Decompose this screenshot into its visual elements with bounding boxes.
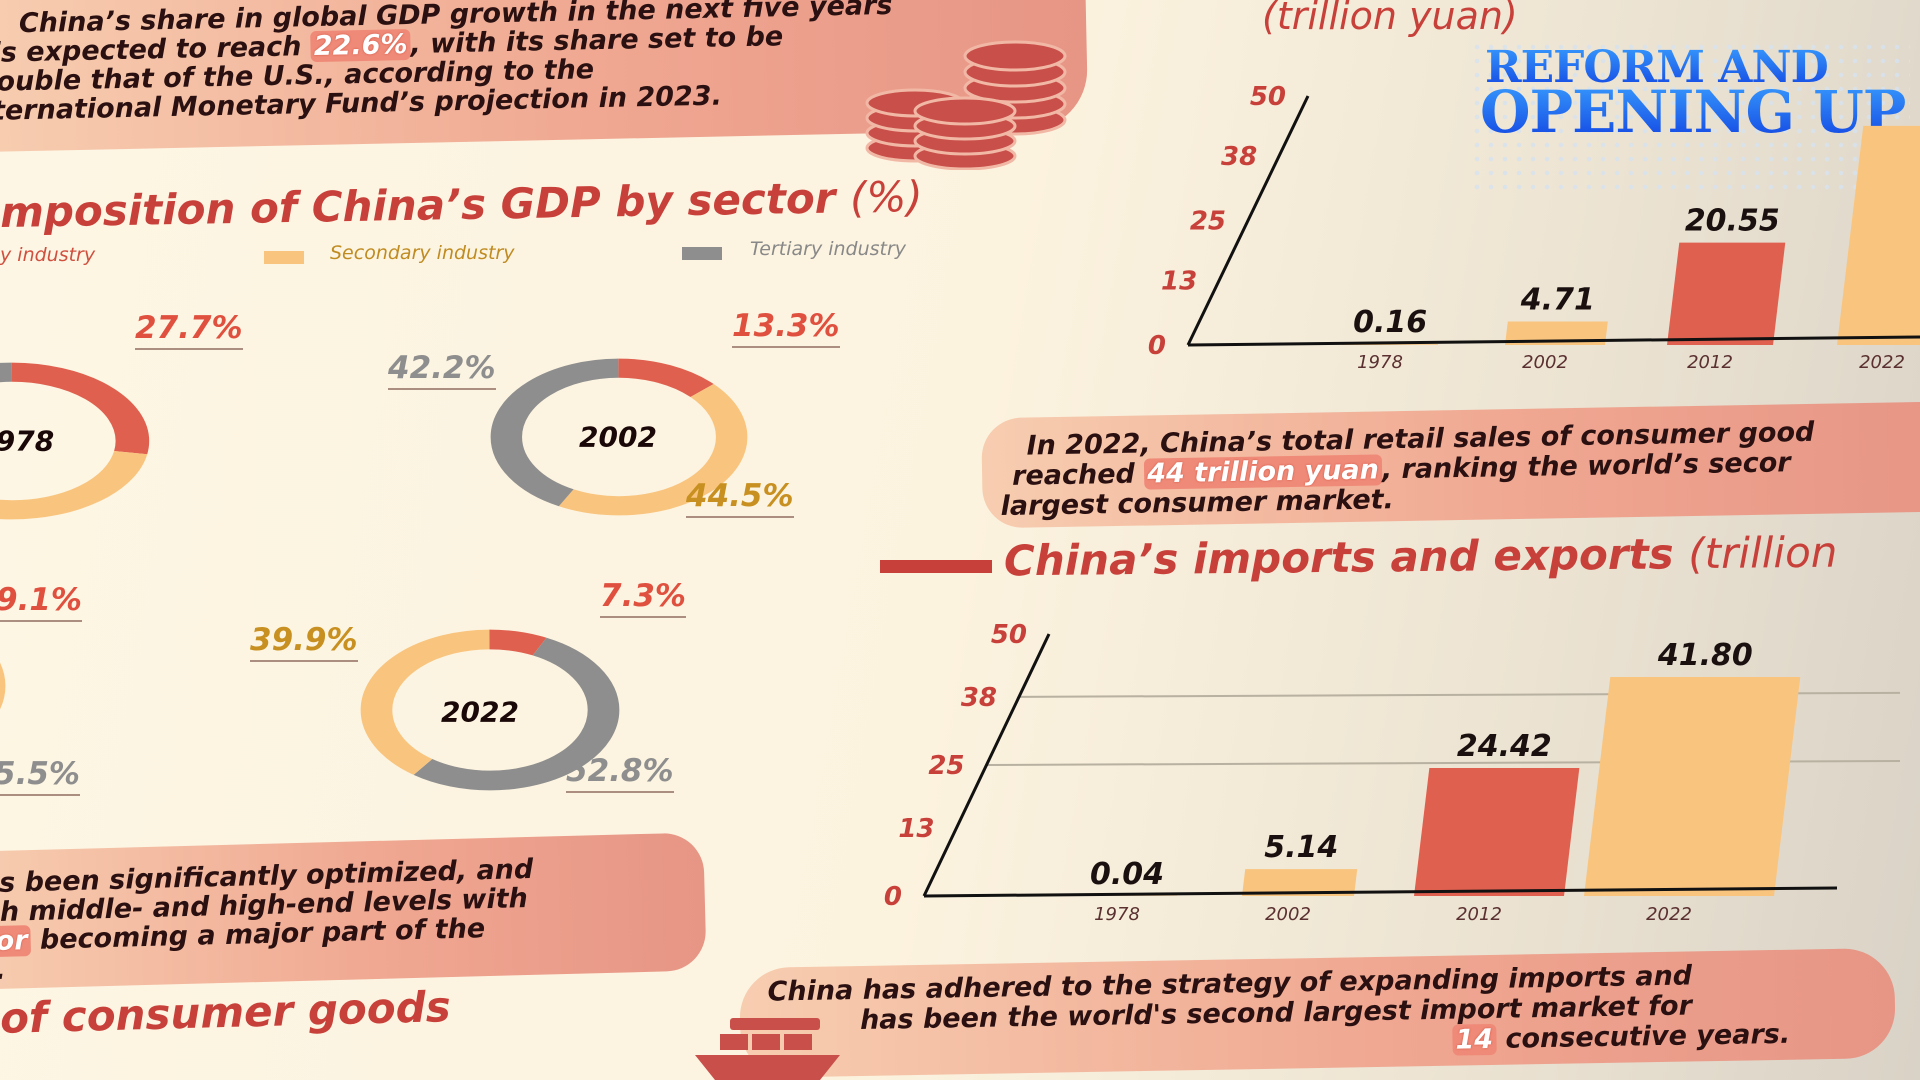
- y-tick-label: 13: [898, 814, 934, 844]
- x-tick-label: 1978: [1094, 904, 1140, 925]
- callout-line: 14 consecutive years.: [1452, 1018, 1791, 1056]
- legend-swatch-secondary: [264, 251, 304, 264]
- coins-icon: [865, 40, 1067, 170]
- pct-label: 27.7%: [135, 310, 243, 350]
- y-tick-label: 38: [1221, 142, 1257, 172]
- y-tick-label: 13: [1161, 266, 1197, 296]
- x-tick-label: 2012: [1456, 904, 1502, 925]
- legend-swatch-tertiary: [682, 247, 722, 260]
- x-tick-label: 2022: [1646, 904, 1692, 925]
- y-tick-label: 25: [928, 751, 964, 781]
- logo-line-2: Opening Up: [1480, 78, 1906, 146]
- data-label: 4.71: [1520, 283, 1595, 318]
- legend-primary: y industry: [0, 244, 96, 266]
- imports-callout: China has adhered to the strategy of exp…: [739, 947, 1896, 1079]
- data-label: 0.04: [1090, 857, 1164, 892]
- cargo-ship-icon: [695, 1018, 840, 1080]
- retail-chart-unit: (trillion yuan): [1262, 0, 1518, 38]
- donut-chart-2022: [360, 629, 620, 791]
- donut-segment: [360, 629, 620, 791]
- x-tick-label: 2002: [1265, 904, 1311, 925]
- donut-segment: [490, 358, 748, 516]
- dot-pattern: [1470, 40, 1910, 190]
- x-tick-label: 2012: [1687, 352, 1733, 373]
- pct-label: 5.5%: [0, 756, 80, 796]
- data-label: 20.55: [1685, 204, 1780, 239]
- pct-label: 13.3%: [732, 308, 840, 348]
- pct-label: 52.8%: [566, 753, 674, 793]
- x-tick-label: 2002: [1522, 352, 1568, 373]
- logo-line-1: Reform and: [1485, 42, 1829, 93]
- donut-year-label: 2002: [579, 420, 657, 454]
- section-bar: [880, 560, 992, 573]
- y-tick-label: 0: [1148, 331, 1166, 361]
- highlight-value: 14: [1452, 1023, 1497, 1056]
- donut-segment: [360, 629, 620, 791]
- x-axis: [1187, 335, 1920, 347]
- y-axis: [922, 633, 1051, 897]
- donut-segment: [490, 358, 748, 516]
- data-label: 0.16: [1353, 305, 1427, 340]
- data-label: 5.14: [1264, 830, 1338, 865]
- bar-2012: [1414, 768, 1580, 896]
- bar-2002: [1242, 869, 1358, 896]
- pct-label: 39.9%: [250, 622, 358, 662]
- callout-text: consecutive years.: [1495, 1018, 1791, 1055]
- bar-2022: [1837, 125, 1920, 345]
- reform-and-opening-up-logo: Reform and Opening Up: [1470, 40, 1910, 190]
- data-label: 41.80: [1657, 638, 1753, 673]
- bar-2002: [1505, 321, 1608, 345]
- donut-segment: [360, 629, 620, 791]
- legend-tertiary: Tertiary industry: [750, 238, 907, 260]
- y-tick-label: 38: [961, 683, 997, 713]
- x-tick-label: 2022: [1859, 352, 1905, 373]
- donut-year-label: 2022: [441, 695, 519, 729]
- pct-label: 9.1%: [0, 582, 82, 622]
- donut-segment: [490, 358, 748, 516]
- x-axis: [923, 886, 1838, 898]
- bar-2012: [1667, 242, 1786, 345]
- y-tick-label: 50: [991, 620, 1027, 650]
- donut-chart-2002: [490, 358, 748, 516]
- pct-label: 44.5%: [686, 478, 794, 518]
- donut-segment: [0, 362, 150, 520]
- donut-chart-1978: [0, 362, 150, 520]
- x-tick-label: 1978: [1357, 352, 1403, 373]
- donut-year-label: 978: [0, 424, 55, 458]
- pct-label: 7.3%: [600, 578, 686, 618]
- y-tick-label: 0: [884, 882, 902, 912]
- pct-label: 42.2%: [388, 350, 496, 390]
- y-tick-label: 25: [1190, 207, 1226, 237]
- donut-segment: [0, 362, 150, 520]
- legend-secondary: Secondary industry: [330, 242, 515, 264]
- data-label: 24.42: [1457, 729, 1552, 764]
- y-tick-label: 50: [1250, 82, 1286, 112]
- y-axis: [1186, 95, 1310, 346]
- bar-2022: [1584, 676, 1801, 896]
